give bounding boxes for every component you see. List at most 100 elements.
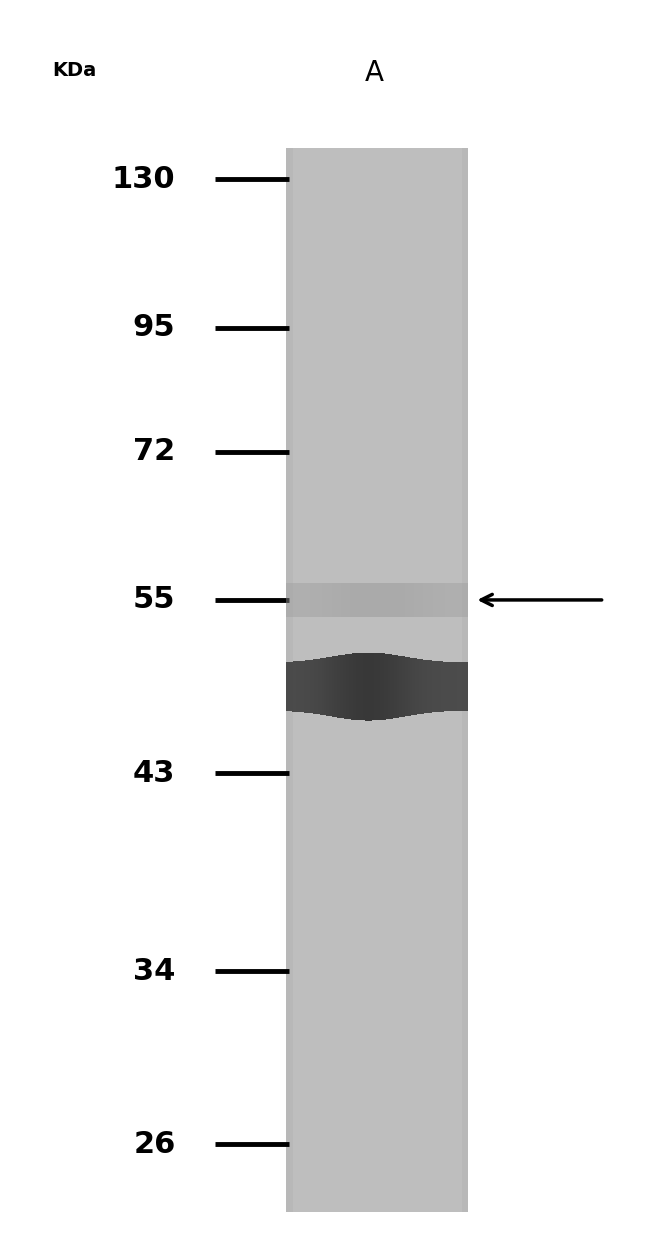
Bar xyxy=(416,658,417,715)
Bar xyxy=(290,583,291,617)
Bar xyxy=(463,662,464,711)
Bar xyxy=(371,583,372,617)
Bar xyxy=(457,662,458,711)
Bar xyxy=(407,657,408,716)
Bar xyxy=(457,583,458,617)
Bar xyxy=(290,662,291,711)
Bar xyxy=(422,583,423,617)
Bar xyxy=(385,583,387,617)
Bar xyxy=(340,656,341,717)
Bar xyxy=(337,656,338,717)
Bar xyxy=(332,657,333,716)
Bar xyxy=(396,656,398,717)
Bar xyxy=(414,583,415,617)
Bar xyxy=(341,654,342,719)
Bar xyxy=(455,583,456,617)
Bar xyxy=(289,662,290,711)
Bar xyxy=(450,662,452,711)
Bar xyxy=(338,656,339,717)
Bar xyxy=(381,653,382,720)
Bar xyxy=(393,583,394,617)
Bar xyxy=(435,661,436,713)
Bar xyxy=(329,583,330,617)
Bar xyxy=(335,583,336,617)
Bar xyxy=(392,654,393,719)
Bar xyxy=(289,583,290,617)
Bar xyxy=(347,654,348,719)
Bar xyxy=(349,583,350,617)
Bar xyxy=(292,148,462,1212)
Bar xyxy=(423,659,424,714)
Bar xyxy=(320,583,322,617)
Bar xyxy=(311,583,313,617)
Bar xyxy=(351,583,352,617)
Bar xyxy=(402,583,403,617)
Bar xyxy=(310,659,311,714)
Bar xyxy=(459,662,460,711)
Bar xyxy=(307,661,308,713)
Bar xyxy=(434,661,435,713)
Bar xyxy=(445,662,446,711)
Bar xyxy=(417,583,418,617)
Bar xyxy=(352,583,353,617)
Bar xyxy=(343,654,344,719)
Bar xyxy=(293,583,294,617)
Bar xyxy=(453,662,454,711)
Bar xyxy=(413,583,414,617)
Bar xyxy=(384,653,385,720)
Bar xyxy=(378,653,380,720)
Bar xyxy=(365,653,367,720)
Bar xyxy=(403,583,404,617)
Bar xyxy=(306,583,307,617)
Bar xyxy=(295,662,296,711)
Bar xyxy=(426,659,427,714)
Bar xyxy=(394,654,395,719)
Bar xyxy=(448,583,450,617)
Bar xyxy=(359,583,360,617)
Bar xyxy=(286,148,468,1212)
Bar xyxy=(324,658,326,715)
Bar xyxy=(324,583,326,617)
Bar xyxy=(424,583,425,617)
Bar xyxy=(454,662,455,711)
Bar xyxy=(398,583,399,617)
Bar xyxy=(341,583,342,617)
Bar xyxy=(328,583,329,617)
Bar xyxy=(330,583,331,617)
Bar xyxy=(336,583,337,617)
Bar xyxy=(466,663,467,710)
Bar xyxy=(452,583,453,617)
Bar xyxy=(380,653,381,720)
Bar xyxy=(298,661,299,713)
Bar xyxy=(423,583,424,617)
Bar xyxy=(436,583,437,617)
Bar xyxy=(359,653,360,720)
Bar xyxy=(288,662,289,711)
Bar xyxy=(363,653,364,720)
Bar xyxy=(425,659,426,714)
Bar xyxy=(393,654,394,719)
Bar xyxy=(348,583,349,617)
Bar xyxy=(342,583,343,617)
Bar xyxy=(356,583,358,617)
Bar xyxy=(446,583,447,617)
Bar xyxy=(398,656,399,717)
Text: 130: 130 xyxy=(112,165,176,194)
Bar xyxy=(445,583,446,617)
Bar xyxy=(414,658,415,715)
Bar xyxy=(412,583,413,617)
Bar xyxy=(459,583,460,617)
Bar xyxy=(301,661,302,713)
Bar xyxy=(450,583,452,617)
Bar xyxy=(306,661,307,713)
Bar xyxy=(347,583,348,617)
Bar xyxy=(424,659,425,714)
Bar xyxy=(409,583,410,617)
Bar xyxy=(378,583,380,617)
Bar xyxy=(417,658,418,715)
Bar xyxy=(292,662,293,711)
Bar xyxy=(304,661,306,713)
Bar xyxy=(351,653,352,720)
Bar xyxy=(286,583,287,617)
Bar xyxy=(373,653,374,720)
